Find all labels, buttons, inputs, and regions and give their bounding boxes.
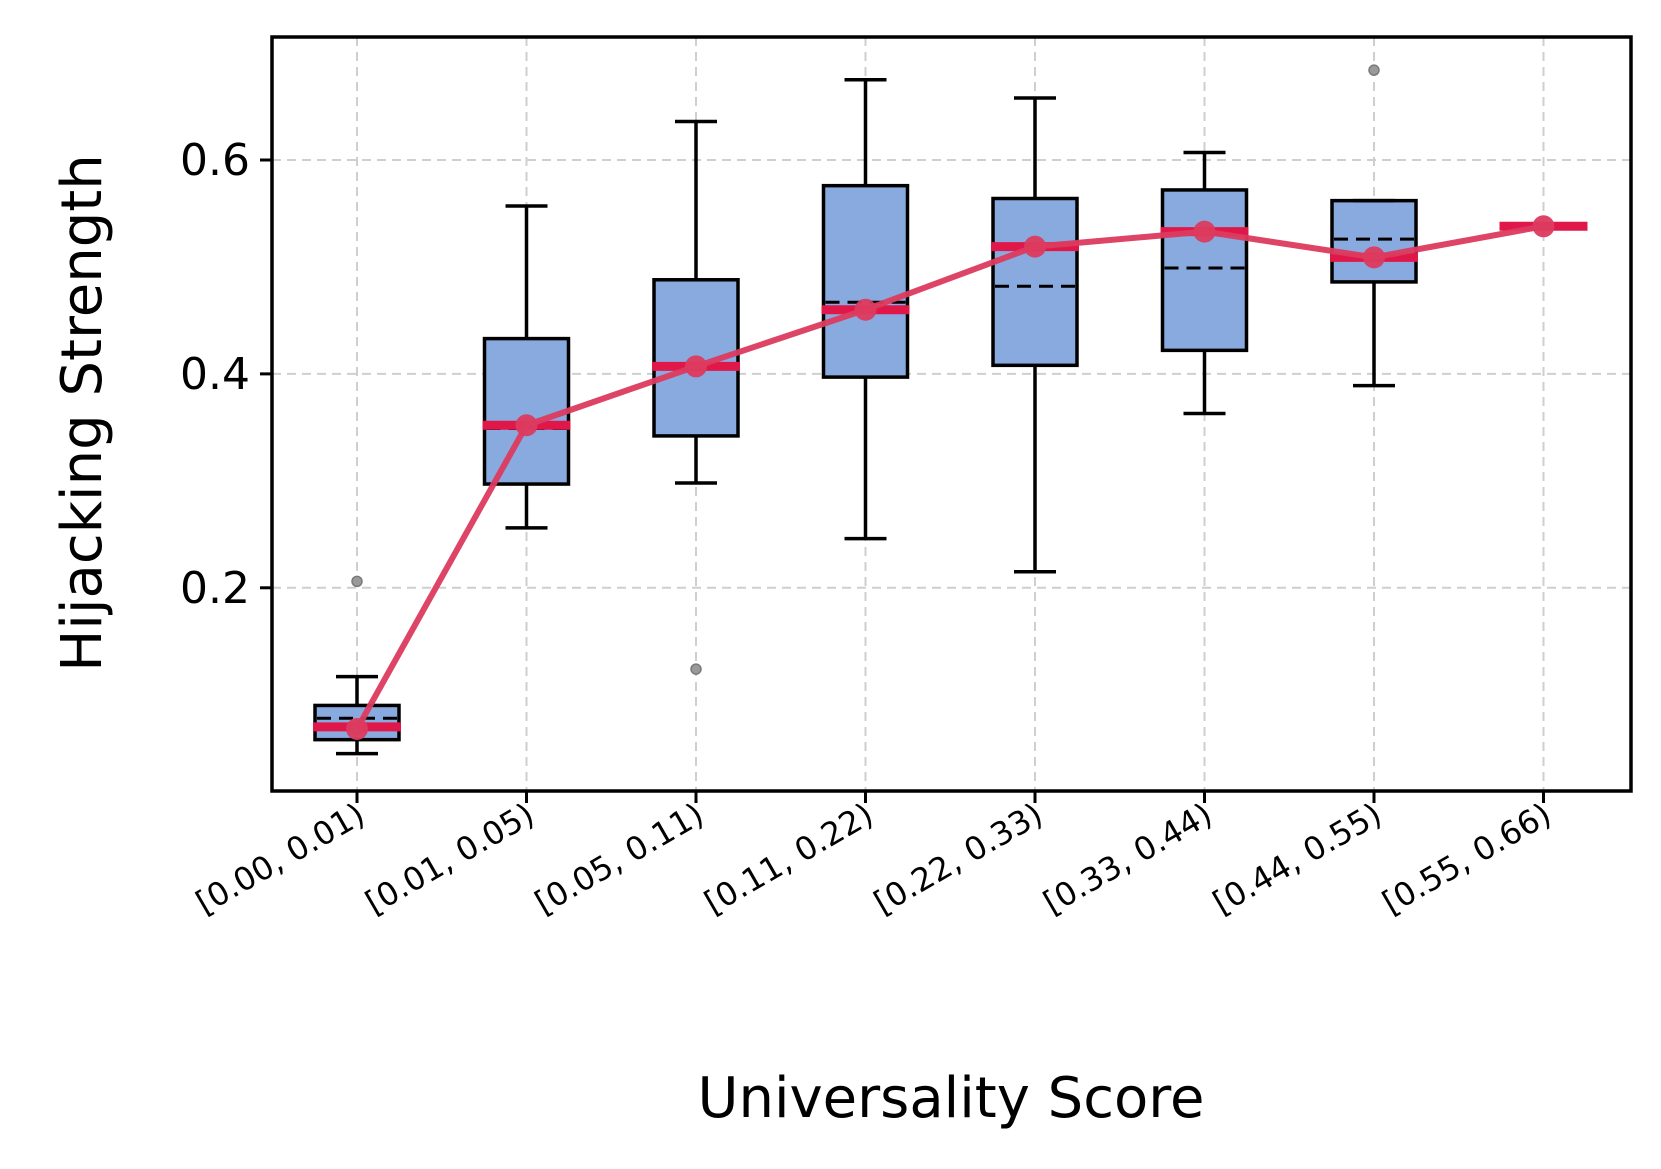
outlier-point — [690, 663, 702, 675]
trend-point — [854, 298, 877, 321]
x-tick-label: [0.00, 0.01) — [189, 795, 371, 922]
y-tick-label: 0.6 — [180, 135, 250, 186]
trend-point — [346, 717, 368, 740]
box-plot — [991, 96, 1079, 574]
trend-line — [354, 223, 1545, 731]
box-plot — [1330, 64, 1418, 388]
trend-point — [1193, 220, 1216, 243]
outlier-point — [1368, 64, 1380, 76]
outlier-point — [351, 575, 363, 588]
trend-point — [1532, 215, 1555, 238]
box-iqr — [1330, 198, 1418, 284]
trend-line-series — [346, 215, 1555, 740]
x-tick-label: [0.11, 0.22) — [698, 795, 880, 922]
x-axis-title: Universality Score — [697, 1066, 1204, 1131]
x-tick-label: [0.33, 0.44) — [1037, 795, 1219, 922]
box-plot — [652, 119, 740, 675]
x-tick-label: [0.22, 0.33) — [867, 795, 1049, 922]
box-plot — [821, 78, 910, 541]
box-iqr — [821, 183, 910, 379]
plot-frame — [270, 35, 1633, 793]
trend-point — [1024, 235, 1046, 258]
box-plot — [482, 204, 571, 530]
box-iqr — [482, 336, 571, 486]
y-tick-label: 0.2 — [180, 563, 250, 614]
trend-point — [685, 355, 707, 378]
box-plots — [313, 64, 1588, 756]
y-axis-title: Hijacking Strength — [50, 154, 115, 671]
x-tick-label: [0.01, 0.05) — [359, 795, 541, 922]
trend-point — [1363, 246, 1385, 269]
grid-lines — [272, 37, 1631, 791]
box-iqr — [991, 196, 1079, 368]
x-tick-label: [0.05, 0.11) — [528, 795, 710, 922]
x-tick-label: [0.44, 0.55) — [1206, 795, 1388, 922]
trend-point — [515, 414, 538, 437]
y-tick-label: 0.4 — [180, 349, 250, 400]
box-iqr — [1160, 188, 1249, 353]
x-tick-label: [0.55, 0.66) — [1376, 795, 1558, 922]
box-plot — [1160, 150, 1249, 416]
